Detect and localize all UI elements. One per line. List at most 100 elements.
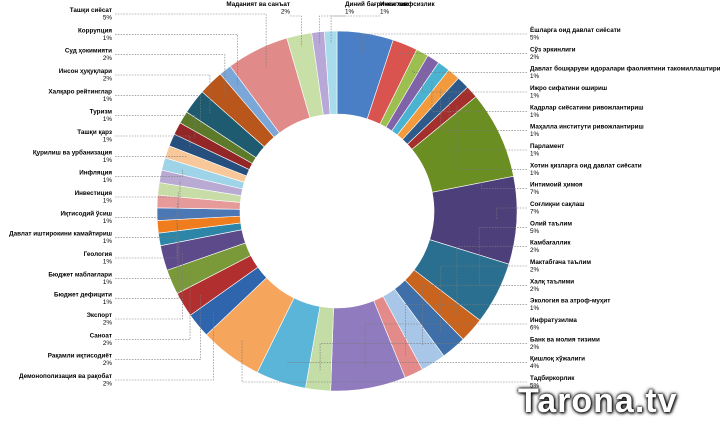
slice-value-25: 1% <box>103 259 113 266</box>
leader-8 <box>481 142 527 189</box>
leader-34 <box>115 74 211 114</box>
slice-value-20: 2% <box>103 360 113 367</box>
slice-value-30: 1% <box>103 157 113 164</box>
leader-16 <box>319 343 527 371</box>
slice-value-22: 2% <box>103 320 113 327</box>
slice-value-24: 1% <box>103 279 113 286</box>
slice-value-14: 1% <box>530 305 540 312</box>
slice-label-13: Халқ таълими <box>530 278 574 285</box>
slice-label-35: Суд ҳокимияти <box>65 48 112 55</box>
slice-value-7: 1% <box>530 170 540 177</box>
slices-layer <box>156 30 518 392</box>
leader-5 <box>440 89 527 131</box>
slice-value-8: 7% <box>530 189 540 196</box>
leader-28 <box>115 180 181 198</box>
slice-label-21: Саноат <box>90 332 112 339</box>
leader-35 <box>115 54 226 97</box>
slice-value-23: 1% <box>103 299 113 306</box>
slice-value-29: 1% <box>103 177 113 184</box>
slice-value-27: 1% <box>103 218 113 225</box>
leader-25 <box>115 213 178 259</box>
leader-3 <box>422 75 527 93</box>
slice-value-15: 6% <box>530 325 540 332</box>
slice-value-39: 1% <box>345 9 355 16</box>
slice-label-17: Қишлоқ хўжалиги <box>530 355 585 363</box>
leader-7 <box>456 105 527 170</box>
slice-value-17: 4% <box>530 363 540 370</box>
leader-6 <box>448 96 527 151</box>
slice-label-39: Диний бағрикенглик <box>345 0 409 8</box>
slice-value-12: 2% <box>530 267 540 274</box>
slice-label-18: Тадбиркорлик <box>530 374 575 382</box>
slice-label-25: Геология <box>84 251 113 258</box>
slice-40 <box>323 30 338 115</box>
leader-2 <box>412 70 527 73</box>
slice-label-32: Туризм <box>90 109 113 116</box>
slice-label-5: Маҳалла институти ривожлантириш <box>530 124 644 131</box>
slice-value-1: 2% <box>530 54 540 61</box>
leader-24 <box>115 225 178 279</box>
leaders-layer <box>115 13 527 383</box>
leader-4 <box>431 82 527 112</box>
slice-value-18: 5% <box>530 383 540 390</box>
slice-label-23: Бюджет дефицити <box>54 292 112 299</box>
watermark-text: Tarona.tv <box>518 383 678 419</box>
leader-40 <box>330 15 380 44</box>
leader-38 <box>290 15 302 47</box>
slice-value-33: 1% <box>103 96 113 103</box>
slice-label-22: Экспорт <box>86 312 112 319</box>
leader-20 <box>115 294 201 360</box>
slice-value-35: 2% <box>103 55 113 62</box>
slice-value-38: 2% <box>281 9 291 16</box>
slice-value-36: 1% <box>103 35 113 42</box>
leader-33 <box>115 95 201 128</box>
leader-29 <box>115 169 183 177</box>
slice-label-11: Камбағаллик <box>530 239 571 247</box>
leader-14 <box>405 304 527 356</box>
slice-value-10: 5% <box>530 228 540 235</box>
slice-value-19: 2% <box>103 381 113 388</box>
leader-21 <box>115 274 191 340</box>
slice-label-12: Мактабгача таълим <box>530 258 591 266</box>
leader-11 <box>456 246 527 317</box>
leader-13 <box>422 285 527 347</box>
slice-label-31: Ташқи қарз <box>77 129 112 136</box>
leader-32 <box>115 115 196 138</box>
slice-label-26: Давлат иштирокини камайтириш <box>9 230 112 238</box>
slice-value-32: 1% <box>103 116 113 123</box>
slice-label-9: Соғлиқни сақлаш <box>530 201 584 208</box>
slice-value-37: 5% <box>103 15 113 22</box>
watermark-suffix: .tv <box>634 382 678 420</box>
tarona-tv-watermark: Tarona.tv <box>518 383 714 419</box>
slice-label-40: Ички хавфсизлик <box>380 1 436 8</box>
slice-label-6: Парламент <box>530 143 564 150</box>
leader-0 <box>362 33 527 54</box>
slice-value-2: 1% <box>530 73 540 80</box>
leader-22 <box>115 252 183 320</box>
slice-value-3: 1% <box>530 93 540 100</box>
slice-label-37: Ташқи сиёсат <box>70 7 112 14</box>
leader-15 <box>364 323 527 369</box>
slice-value-26: 1% <box>103 238 113 245</box>
slice-value-34: 2% <box>103 76 113 83</box>
slice-label-0: Ёшларга оид давлат сиёсати <box>530 26 621 34</box>
slice-value-28: 1% <box>103 198 113 205</box>
slice-value-6: 1% <box>530 151 540 158</box>
slice-label-38: Маданият ва санъат <box>226 1 290 8</box>
leader-9 <box>496 207 527 220</box>
leader-12 <box>440 265 527 333</box>
slice-label-19: Демонополизация ва рақобат <box>19 372 112 380</box>
leader-10 <box>478 227 527 285</box>
slice-label-24: Бюджет маблағлари <box>48 270 112 278</box>
slice-label-14: Экология ва атроф-муҳит <box>530 298 610 305</box>
slice-label-3: Ижро сифатини ошириш <box>530 85 607 92</box>
slice-label-2: Давлат бошқаруви идоралари фаолиятини та… <box>530 65 720 73</box>
slice-label-20: Рақамли иқтисодиёт <box>48 353 112 360</box>
slice-label-28: Инвестиция <box>75 190 113 197</box>
slice-label-16: Банк ва молия тизими <box>530 336 600 343</box>
slice-label-33: Халқаро рейтинглар <box>48 87 112 95</box>
slice-value-11: 2% <box>530 247 540 254</box>
slice-label-4: Кадрлар сиёсатини ривожлантириш <box>530 104 644 111</box>
